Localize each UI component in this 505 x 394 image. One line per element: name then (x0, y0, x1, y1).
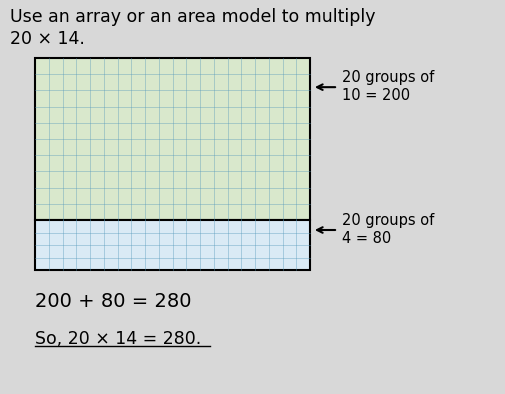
Text: 10 = 200: 10 = 200 (342, 88, 410, 103)
Text: 200 + 80 = 280: 200 + 80 = 280 (35, 292, 191, 311)
Text: 20 × 14.: 20 × 14. (10, 30, 85, 48)
Text: Use an array or an area model to multiply: Use an array or an area model to multipl… (10, 8, 376, 26)
Text: So, 20 × 14 = 280.: So, 20 × 14 = 280. (35, 330, 201, 348)
Text: 4 = 80: 4 = 80 (342, 231, 391, 246)
Bar (35, 58, 310, 220)
Bar (35, 220, 310, 270)
Text: 20 groups of: 20 groups of (342, 70, 434, 85)
Text: 20 groups of: 20 groups of (342, 213, 434, 228)
